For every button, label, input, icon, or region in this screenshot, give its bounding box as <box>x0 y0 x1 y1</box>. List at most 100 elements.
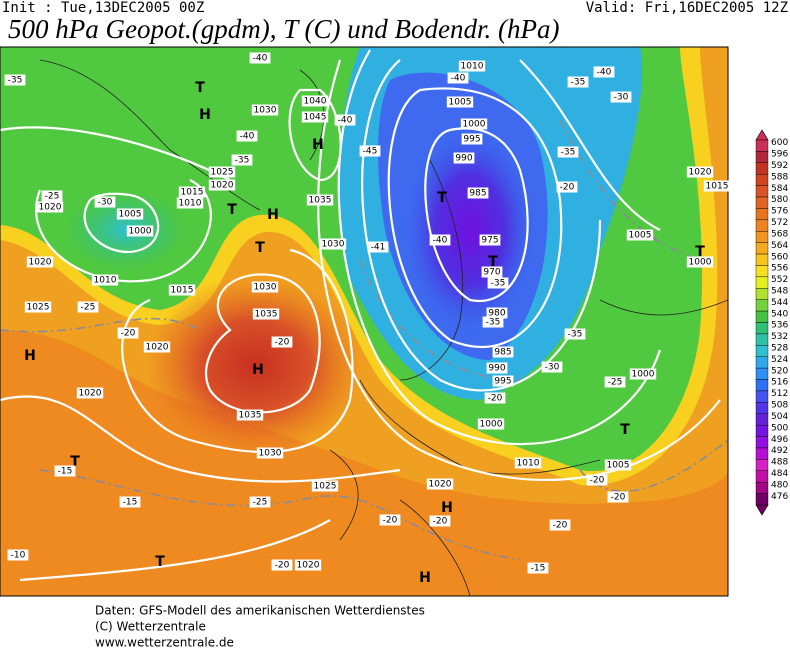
contour-label: 1000 <box>632 370 655 380</box>
colorbar-label: 580 <box>771 195 788 205</box>
colorbar-swatch <box>755 447 769 460</box>
colorbar-label: 476 <box>771 492 788 502</box>
label-box <box>527 562 549 574</box>
contour-label: 1025 <box>211 168 234 178</box>
contour-label: 1045 <box>304 113 327 123</box>
contour-label: 1020 <box>689 168 712 178</box>
label-box <box>479 234 501 246</box>
contour-label: -20 <box>488 394 503 404</box>
label-box <box>486 362 508 374</box>
contour-label: -15 <box>531 564 546 574</box>
contour-label: 1035 <box>309 196 332 206</box>
colorbar-label: 564 <box>771 241 788 251</box>
contour-label: -30 <box>98 198 113 208</box>
label-box <box>586 474 608 486</box>
colorbar-swatch <box>755 151 769 164</box>
colorbar-swatch <box>755 459 769 471</box>
colorbar-label: 572 <box>771 218 788 228</box>
contour-label: 1020 <box>211 181 234 191</box>
label-box <box>458 60 486 72</box>
contour-label: -40 <box>451 74 466 84</box>
colorbar-swatch <box>755 424 769 437</box>
contour-label: 1030 <box>322 240 345 250</box>
contour-label: -40 <box>240 132 255 142</box>
label-box <box>168 284 196 296</box>
label-box <box>94 196 116 208</box>
contour-label: 990 <box>455 154 472 164</box>
colorbar-swatch <box>755 231 769 243</box>
label-box <box>143 341 171 353</box>
pressure-center: T <box>437 190 447 206</box>
colorbar-label: 520 <box>771 366 788 376</box>
label-box <box>4 74 26 86</box>
colorbar-swatch <box>755 333 769 346</box>
contour-label: 1020 <box>79 389 102 399</box>
colorbar-label: 524 <box>771 355 788 365</box>
contour-label: 1010 <box>517 459 540 469</box>
label-box <box>626 229 654 241</box>
label-box <box>117 327 139 339</box>
contour-label: 1010 <box>94 276 117 286</box>
colorbar-swatch <box>755 174 769 186</box>
colorbar-swatch <box>755 208 769 221</box>
contour-label: -25 <box>253 498 268 508</box>
contour-label: -20 <box>560 183 575 193</box>
colorbar-label: 560 <box>771 252 788 262</box>
colorbar-label: 516 <box>771 378 788 388</box>
label-box <box>447 72 469 84</box>
contour-label: 1035 <box>239 411 262 421</box>
contour-label: 1015 <box>171 286 194 296</box>
label-box <box>301 111 329 123</box>
colorbar-swatch <box>755 310 769 323</box>
contour-label: 1000 <box>129 227 152 237</box>
label-box <box>549 519 571 531</box>
contour-label: -15 <box>123 498 138 508</box>
pressure-center: T <box>620 422 630 438</box>
label-box <box>311 480 339 492</box>
contour-label: 975 <box>481 236 498 246</box>
contour-label: -30 <box>614 93 629 103</box>
contour-label: 1005 <box>449 98 472 108</box>
contour-label: 1005 <box>629 231 652 241</box>
colorbar-swatch <box>755 356 769 369</box>
label-box <box>26 256 54 268</box>
colorbar-swatch <box>755 390 769 403</box>
contour-label: 1040 <box>304 97 327 107</box>
label-box <box>359 145 381 157</box>
colorbar-swatch <box>755 367 769 380</box>
contour-label: 980 <box>488 309 505 319</box>
contour-label: -20 <box>611 493 626 503</box>
label-box <box>686 256 714 268</box>
colorbar-swatch <box>755 265 769 278</box>
contour-label: 1005 <box>119 210 142 220</box>
pressure-center: H <box>199 107 211 123</box>
contour-label: 1035 <box>255 310 278 320</box>
colorbar-label: 544 <box>771 298 788 308</box>
colorbar-swatch <box>755 413 769 426</box>
colorbar-label: 508 <box>771 401 788 411</box>
label-box <box>467 187 489 199</box>
colorbar-swatch <box>755 185 769 198</box>
footer-line: (C) Wetterzentrale <box>95 620 206 634</box>
colorbar-swatch <box>755 481 769 494</box>
label-box <box>249 496 271 508</box>
colorbar-label: 488 <box>771 458 788 468</box>
colorbar-label: 480 <box>771 480 788 490</box>
contour-label: -30 <box>545 363 560 373</box>
label-box <box>36 201 64 213</box>
colorbar-label: 552 <box>771 275 788 285</box>
label-box <box>236 409 264 421</box>
pressure-center: H <box>24 348 36 364</box>
label-box <box>208 166 236 178</box>
field-orange-deep <box>0 330 728 596</box>
label-box <box>482 316 504 328</box>
contour-label: 1000 <box>463 120 486 130</box>
label-box <box>629 368 657 380</box>
label-box <box>91 274 119 286</box>
contour-label: -20 <box>433 517 448 527</box>
label-box <box>486 307 508 319</box>
pressure-center: T <box>227 202 237 218</box>
label-box <box>492 375 514 387</box>
colorbar-label: 484 <box>771 469 788 479</box>
